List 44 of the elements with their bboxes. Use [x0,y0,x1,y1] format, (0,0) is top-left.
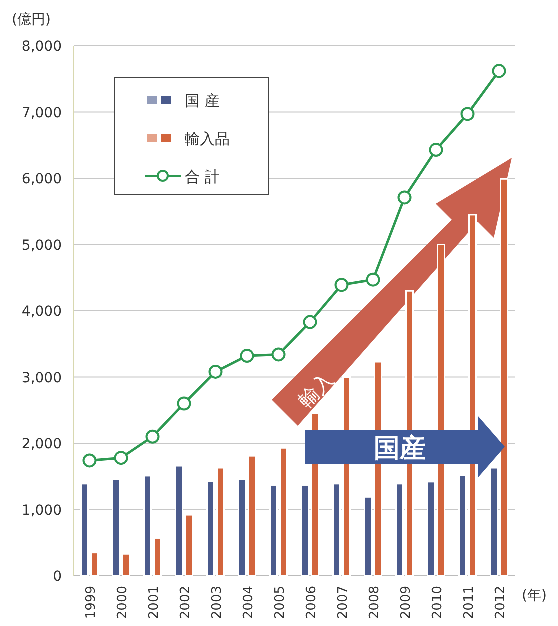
x-tick-label: 2007 [336,586,351,620]
x-tick-label: 2000 [115,586,130,620]
point [146,430,160,444]
point [492,64,506,78]
point [82,454,97,468]
point [429,143,444,158]
x-tick-label: 2006 [304,586,320,620]
y-axis-title: (億円) [12,12,51,28]
x-axis-title: (年) [522,588,547,604]
point [177,396,192,411]
y-tick-label: 0 [53,569,62,585]
legend-label: 国 産 [185,92,220,110]
y-tick-label: 8,000 [22,39,62,55]
annotation: 国産 [374,434,426,464]
x-tick-label: 2012 [493,586,508,620]
x-tick-label: 2005 [272,586,288,620]
point [114,451,128,466]
y-tick-label: 6,000 [22,172,62,188]
x-tick-label: 2011 [462,586,477,620]
x-tick-label: 2008 [367,586,382,620]
x-tick-label: 2009 [398,586,414,620]
point [208,364,223,379]
y-tick-label: 5,000 [22,238,62,254]
y-tick-label: 2,000 [22,436,62,452]
point [303,315,318,330]
legend-label: 輸入品 [185,130,230,148]
y-tick-label: 4,000 [22,304,62,320]
legend-label: 合 計 [185,168,220,186]
x-tick-label: 2004 [241,586,256,620]
x-tick-label: 2002 [178,586,194,620]
point [240,349,254,364]
x-tick-label: 2003 [210,586,225,620]
point [398,190,412,205]
y-tick-label: 7,000 [22,105,62,122]
point [272,348,286,362]
annotation: 輸入 [293,367,339,413]
point [334,278,349,292]
y-tick-label: 1,000 [22,502,62,519]
point [366,272,380,287]
x-tick-label: 2010 [430,586,446,620]
x-tick-label: 1999 [84,586,99,620]
point [460,107,475,122]
x-tick-label: 2001 [146,586,162,620]
y-tick-label: 3,000 [22,370,62,386]
